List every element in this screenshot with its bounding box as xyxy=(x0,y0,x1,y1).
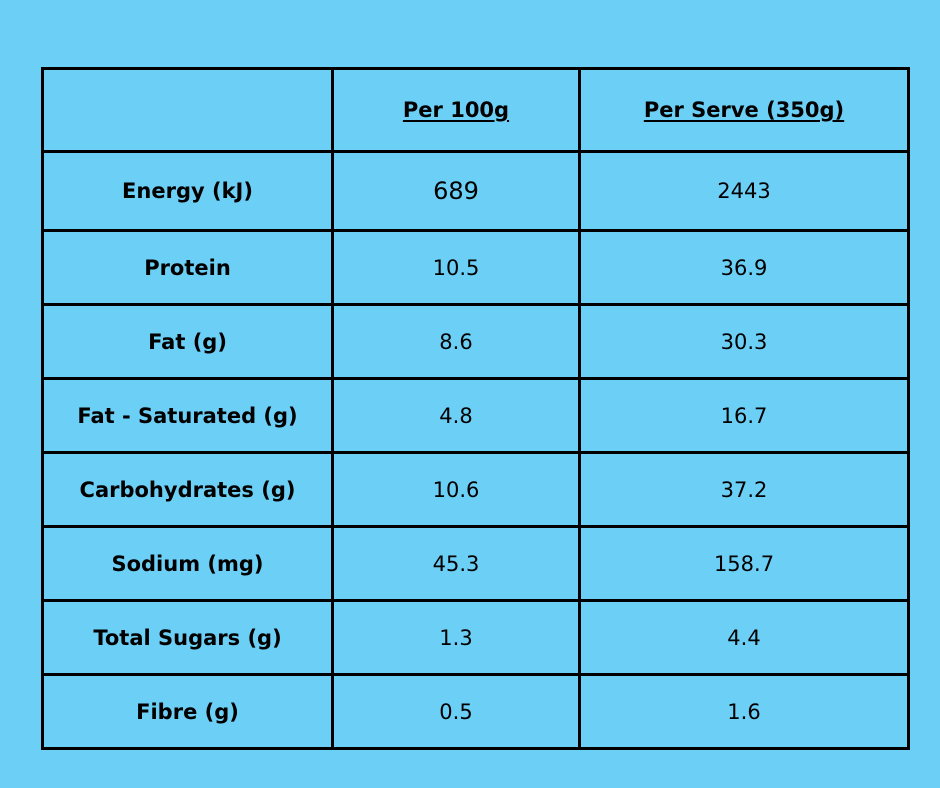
value-per-100g: 1.3 xyxy=(331,599,581,676)
value-per-serve: 37.2 xyxy=(578,451,910,528)
header-per-100g: Per 100g xyxy=(331,67,581,153)
nutrient-label: Fat (g) xyxy=(41,303,334,380)
nutrient-label: Sodium (mg) xyxy=(41,525,334,602)
value-per-serve: 4.4 xyxy=(578,599,910,676)
value-per-100g: 689 xyxy=(331,150,581,232)
nutrient-label: Energy (kJ) xyxy=(41,150,334,232)
table-header-row: Per 100g Per Serve (350g) xyxy=(41,67,910,153)
table-row: Fat (g) 8.6 30.3 xyxy=(41,303,910,380)
nutrient-label: Carbohydrates (g) xyxy=(41,451,334,528)
value-per-100g: 8.6 xyxy=(331,303,581,380)
nutrition-table: Per 100g Per Serve (350g) Energy (kJ) 68… xyxy=(41,67,910,750)
nutrient-label: Fat - Saturated (g) xyxy=(41,377,334,454)
value-per-serve: 30.3 xyxy=(578,303,910,380)
table-row: Energy (kJ) 689 2443 xyxy=(41,150,910,232)
value-per-serve: 36.9 xyxy=(578,229,910,306)
header-per-serve: Per Serve (350g) xyxy=(578,67,910,153)
value-per-100g: 0.5 xyxy=(331,673,581,750)
value-per-100g: 4.8 xyxy=(331,377,581,454)
table-row: Sodium (mg) 45.3 158.7 xyxy=(41,525,910,602)
table-row: Total Sugars (g) 1.3 4.4 xyxy=(41,599,910,676)
header-nutrient-column xyxy=(41,67,334,153)
table-row: Carbohydrates (g) 10.6 37.2 xyxy=(41,451,910,528)
nutrient-label: Total Sugars (g) xyxy=(41,599,334,676)
table-row: Protein 10.5 36.9 xyxy=(41,229,910,306)
value-per-serve: 1.6 xyxy=(578,673,910,750)
value-per-serve: 158.7 xyxy=(578,525,910,602)
value-per-serve: 16.7 xyxy=(578,377,910,454)
table-row: Fibre (g) 0.5 1.6 xyxy=(41,673,910,750)
table-row: Fat - Saturated (g) 4.8 16.7 xyxy=(41,377,910,454)
value-per-100g: 10.6 xyxy=(331,451,581,528)
value-per-100g: 10.5 xyxy=(331,229,581,306)
value-per-serve: 2443 xyxy=(578,150,910,232)
value-per-100g: 45.3 xyxy=(331,525,581,602)
nutrient-label: Protein xyxy=(41,229,334,306)
nutrient-label: Fibre (g) xyxy=(41,673,334,750)
